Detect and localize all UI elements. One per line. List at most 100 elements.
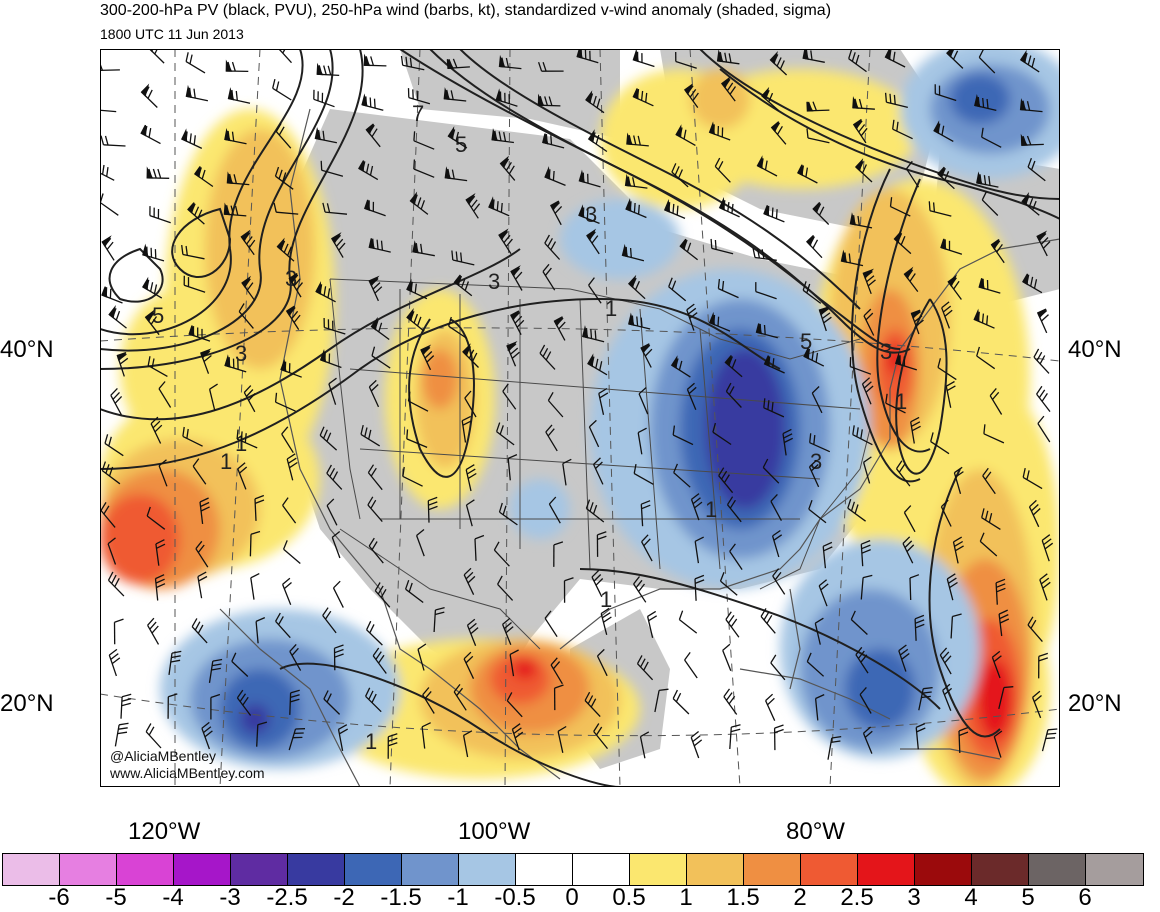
colorbar-tick-label: 1.5 (726, 884, 759, 912)
wind-barb (109, 307, 126, 328)
colorbar-swatch (972, 854, 1029, 885)
colorbar-swatch (1029, 854, 1086, 885)
wind-barb (277, 49, 292, 63)
pv-label: 1 (600, 587, 612, 612)
wind-barb (723, 644, 731, 671)
wind-barb (100, 101, 116, 112)
colorbar-swatch (459, 854, 516, 885)
colorbar-tick-label: 2.5 (840, 884, 873, 912)
wind-barb (726, 612, 739, 637)
colorbar-tick-label: 0 (565, 884, 578, 912)
colorbar-swatch (174, 854, 231, 885)
wind-barb (102, 237, 114, 260)
colorbar-swatch (516, 854, 573, 885)
wind-barb (111, 388, 122, 414)
colorbar-swatch (60, 854, 117, 885)
wind-barb (775, 725, 784, 750)
pv-label: 3 (585, 202, 597, 227)
wind-barb (364, 56, 386, 66)
wind-barb (100, 61, 120, 70)
wind-barb (121, 694, 131, 719)
colorbar-tick-label: -4 (162, 884, 183, 912)
colorbar-tick-label: 4 (964, 884, 977, 912)
wind-barb (115, 723, 128, 746)
wind-barb (148, 49, 164, 63)
colorbar-tick-label: 2 (793, 884, 806, 912)
colorbar-tick-label: -3 (219, 884, 240, 912)
lat-label-40n-left: 40°N (0, 336, 54, 364)
wind-barb (633, 51, 654, 66)
colorbar-swatch (687, 854, 744, 885)
wind-barb (317, 65, 339, 75)
colorbar-swatch (573, 854, 630, 885)
wind-barb (1037, 386, 1050, 411)
pv-label: 3 (880, 339, 892, 364)
lon-label-80w: 80°W (786, 818, 845, 846)
colorbar-tick-label: 3 (907, 884, 920, 912)
wind-barb (1038, 309, 1049, 333)
lat-label-20n-right: 20°N (1068, 690, 1122, 718)
pv-label: 3 (488, 269, 500, 294)
wind-barb (100, 194, 118, 216)
lon-label-120w: 120°W (128, 818, 200, 846)
colorbar-swatch (231, 854, 288, 885)
colorbar-tick-label: 1 (679, 884, 692, 912)
wind-barb (101, 136, 126, 146)
pv-label: 5 (152, 303, 164, 328)
chart-valid-time: 1800 UTC 11 Jun 2013 (100, 26, 244, 42)
wind-barb (251, 574, 259, 600)
wind-barb (150, 206, 171, 223)
wind-barb (186, 52, 205, 73)
wind-barb (147, 169, 169, 178)
wind-barb (1043, 729, 1058, 751)
lat-label-40n-right: 40°N (1068, 336, 1122, 364)
wind-barb (284, 540, 301, 563)
wind-barb (229, 90, 251, 104)
wind-barb (673, 690, 689, 714)
colorbar-swatch (345, 854, 402, 885)
wind-barb (679, 611, 696, 633)
wind-barb (283, 578, 292, 605)
colorbar-swatch (915, 854, 972, 885)
colorbar-swatch (3, 854, 60, 885)
colorbar (2, 853, 1144, 886)
wind-barb (685, 652, 698, 678)
wind-barb (730, 725, 741, 749)
wind-barb (226, 62, 248, 71)
colorbar-swatch (744, 854, 801, 885)
pv-label: 7 (412, 101, 424, 126)
colorbar-swatch (117, 854, 174, 885)
pv-label: 1 (220, 449, 232, 474)
colorbar-tick-label: -5 (105, 884, 126, 912)
colorbar-swatch (402, 854, 459, 885)
wind-barb (100, 162, 114, 180)
colorbar-swatch (630, 854, 687, 885)
wind-barb (141, 125, 160, 143)
colorbar-tick-label: -2 (333, 884, 354, 912)
credit-website: www.AliciaMBentley.com (110, 765, 265, 782)
wind-barb (115, 619, 124, 644)
wind-barb (1034, 349, 1049, 374)
pv-label: 1 (365, 729, 377, 754)
colorbar-tick-label: -1 (447, 884, 468, 912)
pv-label: 1 (705, 497, 717, 522)
wind-barb (766, 694, 775, 721)
lat-label-20n-left: 20°N (0, 690, 54, 718)
colorbar-tick-label: -2.5 (266, 884, 307, 912)
colorbar-swatch (801, 854, 858, 885)
wind-barb (761, 608, 775, 633)
chart-title: 300-200-hPa PV (black, PVU), 250-hPa win… (100, 2, 831, 20)
wind-barb (109, 649, 120, 676)
lon-label-100w: 100°W (458, 818, 530, 846)
colorbar-swatch (858, 854, 915, 885)
pv-label: 1 (605, 296, 617, 321)
weather-map: 7 5 3 3 3 3 1 1 5 3 1 1 3 1 1 1 5 (100, 49, 1060, 787)
wind-barb (273, 79, 292, 100)
colorbar-tick-label: 6 (1078, 884, 1091, 912)
wind-barb (146, 724, 161, 749)
wind-barb (334, 581, 344, 607)
wind-barb (182, 131, 202, 149)
colorbar-tick-label: -0.5 (494, 884, 535, 912)
credit-handle: @AliciaMBentley (110, 748, 265, 765)
pv-label: 3 (235, 341, 247, 366)
